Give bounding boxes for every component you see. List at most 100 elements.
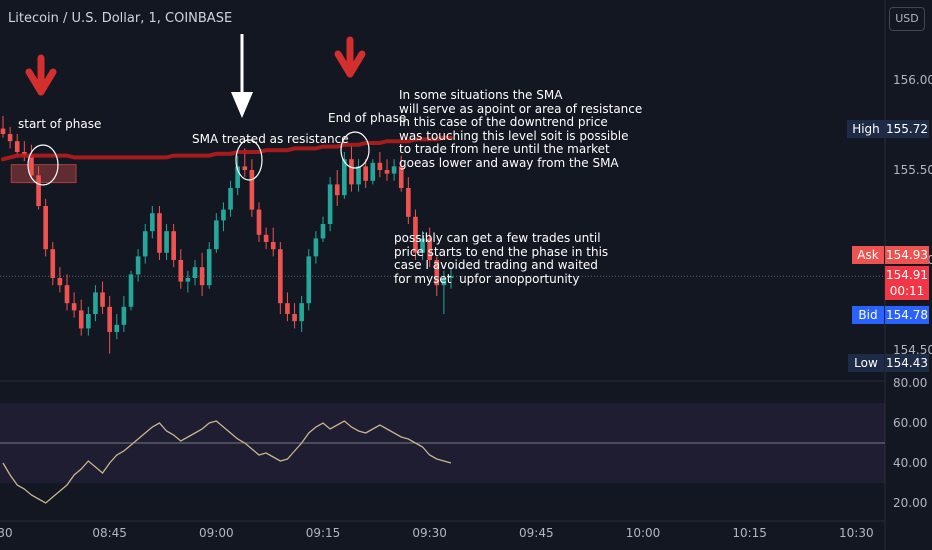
candle xyxy=(292,314,297,322)
candle xyxy=(278,249,283,304)
symbol-title: Litecoin / U.S. Dollar, 1, COINBASE xyxy=(8,11,233,26)
time-tick-label: 09:30 xyxy=(412,526,447,540)
high-label: High xyxy=(847,120,885,138)
candle xyxy=(171,231,176,260)
candle xyxy=(128,274,134,307)
bid-label: Bid xyxy=(852,306,884,324)
candle xyxy=(78,310,84,329)
high-value: 155.72 xyxy=(885,120,929,138)
candle xyxy=(441,278,447,286)
low-value: 154.43 xyxy=(885,354,929,372)
candle xyxy=(107,306,112,332)
time-tick-label: 10:15 xyxy=(732,526,767,540)
candle xyxy=(327,184,333,224)
candle xyxy=(199,267,205,286)
candle xyxy=(185,278,191,282)
candle xyxy=(93,292,98,314)
candle xyxy=(377,162,383,170)
candle xyxy=(7,134,13,142)
phase-end-note: possibly can get a few trades until pric… xyxy=(394,231,609,286)
last-price-tag: 154.91 00:11 xyxy=(885,266,929,300)
ask-value: 154.93 xyxy=(885,246,929,264)
end-of-phase-label: End of phase xyxy=(328,111,407,125)
ask-label: Ask xyxy=(852,246,884,264)
candle xyxy=(270,242,276,250)
candle xyxy=(320,224,326,239)
price-tick-label: 154.50 xyxy=(893,343,932,357)
time-tick-label: 10:00 xyxy=(626,526,661,540)
time-tick-label: :30 xyxy=(0,526,13,540)
annotation-ellipse xyxy=(27,144,59,186)
candle xyxy=(342,159,347,196)
candle xyxy=(398,166,404,188)
candle xyxy=(256,209,262,235)
price-tick-label: 156.00 xyxy=(893,73,932,87)
time-tick-label: 09:00 xyxy=(199,526,234,540)
candle xyxy=(406,188,411,217)
oscillator-tick-label: 80.00 xyxy=(893,376,927,390)
candle xyxy=(299,303,304,322)
candle xyxy=(157,213,162,253)
candle xyxy=(164,231,169,253)
candle xyxy=(356,166,361,185)
candle xyxy=(263,234,269,242)
candle xyxy=(448,276,454,278)
bid-value: 154.78 xyxy=(885,306,929,324)
candle xyxy=(0,128,6,134)
candle xyxy=(214,220,219,250)
candle xyxy=(306,256,312,304)
candle xyxy=(142,231,148,257)
support-zone xyxy=(10,164,77,184)
candle xyxy=(50,249,56,278)
end-phase-arrow xyxy=(334,36,366,78)
candle xyxy=(192,267,198,278)
candle xyxy=(43,206,48,250)
candle xyxy=(370,162,376,181)
candle xyxy=(384,170,390,174)
candle xyxy=(100,292,105,307)
time-tick-label: 09:15 xyxy=(306,526,341,540)
annotation-ellipse xyxy=(235,139,263,181)
oscillator-tick-label: 40.00 xyxy=(893,456,927,470)
candle xyxy=(86,314,91,329)
candle xyxy=(121,306,127,325)
oscillator-line xyxy=(2,420,452,504)
candle xyxy=(420,238,425,253)
last-price-value: 154.91 xyxy=(886,268,928,282)
sma-resistance-label: SMA treated as resistance xyxy=(192,132,349,146)
time-tick-label: 08:45 xyxy=(92,526,127,540)
currency-button[interactable]: USD xyxy=(889,7,925,31)
start-of-phase-label: start of phase xyxy=(18,117,102,131)
candle xyxy=(349,159,354,185)
candle xyxy=(64,285,70,304)
annotation-ellipse xyxy=(340,131,370,169)
candle xyxy=(249,170,255,210)
candle xyxy=(235,166,240,188)
time-tick-label: 10:30 xyxy=(839,526,874,540)
candle xyxy=(178,260,184,282)
candle xyxy=(413,216,418,253)
price-tick-label: 155.50 xyxy=(893,163,932,177)
candle xyxy=(36,175,41,206)
candle xyxy=(242,166,248,170)
time-tick-label: 09:45 xyxy=(519,526,554,540)
oscillator-tick-label: 60.00 xyxy=(893,416,927,430)
candle xyxy=(114,324,120,332)
low-label: Low xyxy=(848,354,884,372)
candle xyxy=(363,166,368,181)
candle xyxy=(71,303,77,311)
sma-explanation-note: In some situations the SMA will serve as… xyxy=(399,88,643,170)
start-phase-arrow xyxy=(25,54,57,96)
sma-resistance-arrow xyxy=(231,34,253,118)
oscillator-tick-label: 20.00 xyxy=(893,496,927,510)
candle xyxy=(135,256,141,275)
candle xyxy=(14,141,20,152)
candle xyxy=(285,303,290,314)
candle xyxy=(57,278,63,286)
candle xyxy=(334,184,340,196)
arrow-head xyxy=(231,92,253,118)
sma-line xyxy=(1,135,453,162)
candle-countdown: 00:11 xyxy=(889,284,925,298)
candle xyxy=(29,155,34,176)
